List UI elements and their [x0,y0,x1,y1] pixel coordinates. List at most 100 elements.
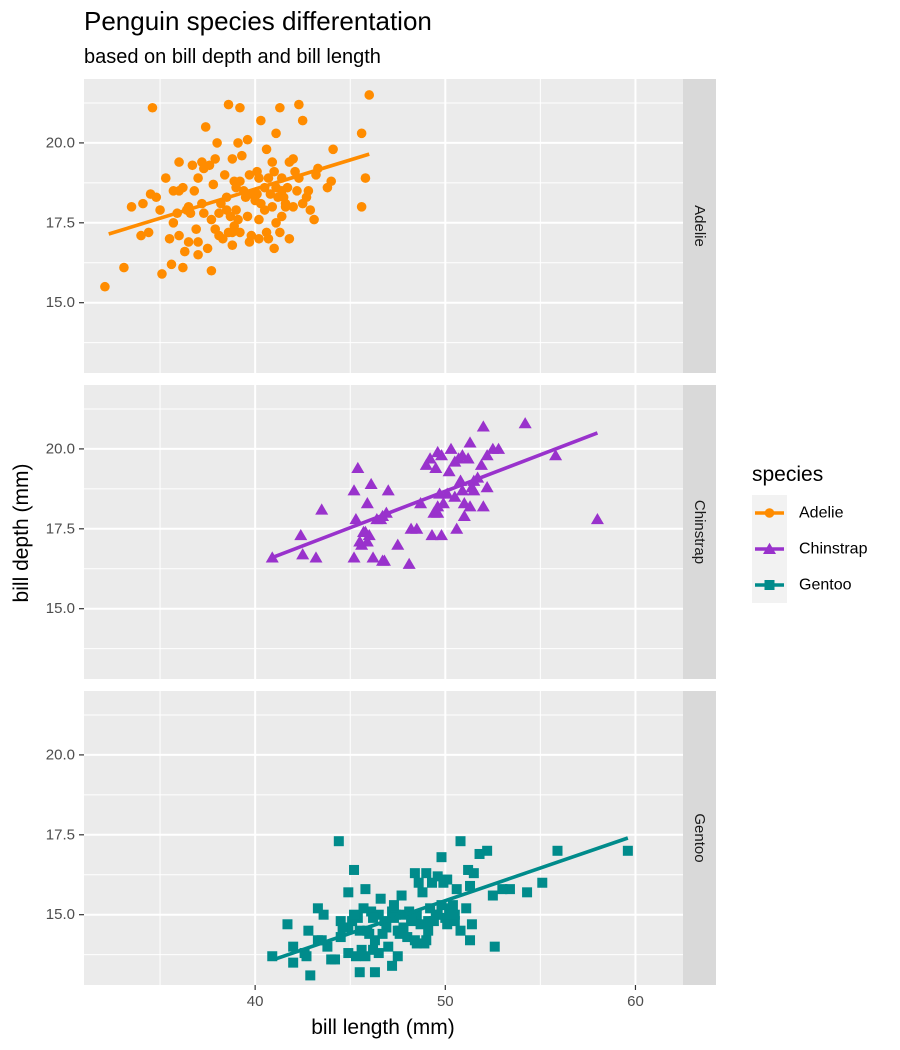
data-point [168,218,179,228]
data-point [518,417,532,429]
facet-label: Adelie [691,205,708,247]
data-point [349,909,360,920]
data-point [394,928,405,939]
data-point [423,916,434,927]
data-point [373,909,384,920]
panel-background [84,385,683,679]
data-point [402,932,413,943]
facet-strip-gentoo: Gentoo [683,691,716,985]
data-point [347,484,361,496]
data-point [312,903,323,914]
data-point [197,157,207,167]
data-point [448,490,462,502]
data-point [288,957,299,968]
data-point [463,864,474,875]
data-point [292,186,302,196]
data-point [151,192,162,203]
legend: species Adelie Chinstrap Gentoo [752,463,868,603]
chart-title: Penguin species differentation [84,6,432,36]
x-axis-title: bill length (mm) [311,1016,455,1039]
data-point [143,227,154,238]
data-point [474,458,488,470]
data-point [465,935,476,946]
y-tick-label: 17.5 [46,214,75,231]
data-point [375,893,386,904]
data-point [280,198,291,209]
data-point [411,909,422,920]
data-point [136,230,146,241]
data-point [267,951,278,962]
data-point [233,214,243,225]
data-point [261,144,272,155]
data-point [455,836,466,847]
data-point [210,154,221,164]
data-point [432,871,443,882]
data-point [373,948,384,959]
data-point [206,214,217,225]
data-point [436,900,447,911]
panel-background [84,691,683,985]
data-point [504,884,515,895]
data-point [465,880,476,891]
data-point [193,237,203,247]
data-point [200,122,211,132]
strip-background [683,691,716,985]
data-point [366,551,380,563]
data-point [347,916,358,927]
data-point [432,909,443,920]
data-point [199,208,209,219]
data-point [457,497,471,509]
data-point [276,211,287,222]
data-point [227,154,238,164]
data-point [442,465,456,477]
trend-line-gentoo [273,836,629,962]
data-point [231,205,241,215]
data-point [421,935,432,946]
data-point [183,237,194,247]
data-point [492,442,506,454]
data-point [377,928,388,939]
data-point [282,919,293,930]
data-point [497,884,508,895]
data-point [269,166,279,177]
data-point [235,176,245,187]
data-point [187,160,198,171]
data-point [425,528,439,541]
data-point [415,919,426,930]
legend-symbol [764,580,775,590]
data-point [476,500,490,512]
data-point [219,170,230,180]
data-point [318,909,329,920]
data-point [273,192,283,203]
legend-symbol [762,542,777,554]
data-point [356,128,367,139]
trend-line-chinstrap [271,431,599,560]
data-point [476,420,490,432]
data-point [223,227,234,238]
data-point [455,925,466,936]
data-point [358,903,369,914]
panel-background [84,79,683,373]
data-point [463,436,477,448]
data-point [282,182,293,193]
data-point [160,173,171,183]
data-point [402,557,416,569]
data-point [450,522,464,534]
data-point [411,938,422,949]
data-point [374,513,388,525]
data-point [189,186,200,196]
data-point [256,115,266,126]
data-point [425,903,436,914]
data-point [254,214,264,225]
data-point [337,922,348,933]
strip-background [683,385,716,679]
data-point [252,166,262,177]
data-point [590,513,604,525]
data-point [455,484,469,496]
data-point [447,909,458,920]
data-point [221,205,232,215]
y-axis-title: bill depth (mm) [10,464,33,603]
data-point [360,173,371,183]
data-point [179,246,190,257]
